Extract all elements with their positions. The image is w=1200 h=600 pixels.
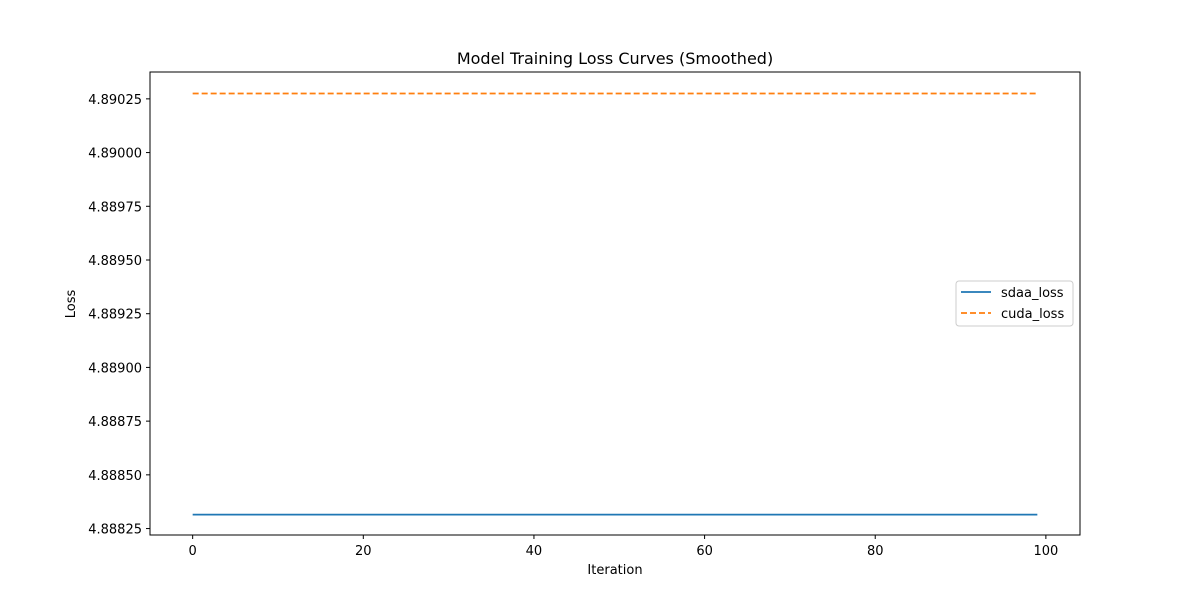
- x-tick-label: 20: [355, 544, 372, 559]
- legend: sdaa_loss cuda_loss: [955, 280, 1074, 327]
- x-axis-label: Iteration: [587, 563, 642, 578]
- y-tick-label: 4.88975: [88, 200, 142, 215]
- y-tick-label: 4.88825: [88, 523, 142, 538]
- y-axis-label: Loss: [64, 290, 79, 319]
- plot-frame: [149, 71, 1081, 536]
- x-tick-label: 80: [867, 544, 884, 559]
- y-tick-label: 4.88875: [88, 415, 142, 430]
- x-tick-label: 40: [526, 544, 543, 559]
- y-tick-label: 4.88850: [88, 469, 142, 484]
- y-tick-label: 4.88950: [88, 254, 142, 269]
- y-tick-label: 4.88900: [88, 361, 142, 376]
- y-tick-label: 4.89000: [88, 147, 142, 162]
- y-tick-label: 4.89025: [88, 93, 142, 108]
- x-tick-label: 0: [189, 544, 197, 559]
- legend-label-cuda_loss: cuda_loss: [1001, 307, 1064, 322]
- x-tick-label: 60: [696, 544, 713, 559]
- legend-label-sdaa_loss: sdaa_loss: [1001, 286, 1064, 301]
- plot-area: 0 20 40 60 80 100 4.88825 4.88850 4.88875 4.88900…: [88, 71, 1081, 559]
- chart-title: Model Training Loss Curves (Smoothed): [457, 49, 773, 68]
- x-tick-label: 100: [1033, 544, 1058, 559]
- y-tick-label: 4.88925: [88, 308, 142, 323]
